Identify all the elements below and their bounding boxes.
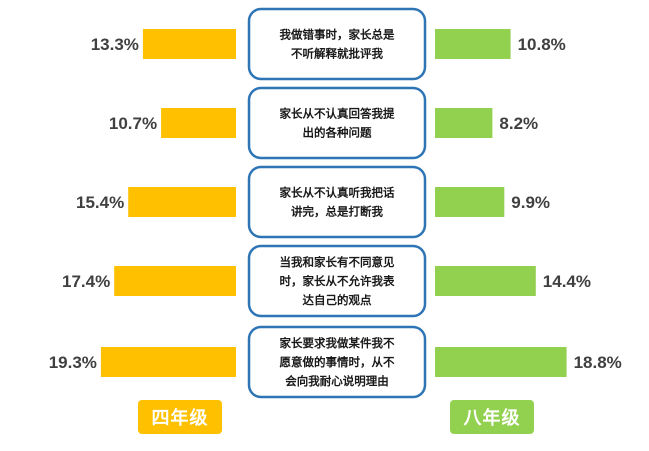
category-label-2-line-1: 家长从不认真回答我提 — [280, 107, 395, 121]
bar-grade8-1 — [435, 29, 511, 59]
category-label-4-line-3: 达自己的观点 — [303, 293, 372, 307]
category-box-4 — [247, 244, 427, 318]
bar-grade8-5 — [435, 347, 567, 377]
value-label-grade8-4: 14.4% — [543, 272, 591, 291]
legend-grade-4: 四年级 — [138, 400, 222, 434]
category-label-1-line-2: 不听解释就批评我 — [291, 47, 383, 61]
value-label-grade4-1: 13.3% — [91, 35, 139, 54]
category-label-4-line-2: 时，家长从不允许我表 — [280, 274, 395, 288]
category-label-3-line-2: 讲完，总是打断我 — [291, 205, 383, 219]
value-label-grade4-2: 10.7% — [109, 114, 157, 133]
value-label-grade4-5: 19.3% — [49, 353, 97, 372]
value-label-grade8-2: 8.2% — [499, 114, 538, 133]
bar-grade4-4 — [114, 266, 236, 296]
value-label-grade8-1: 10.8% — [518, 35, 566, 54]
legend-grade-8: 八年级 — [450, 400, 534, 434]
category-box-1 — [247, 7, 427, 81]
category-label-5-line-3: 会向我耐心说明理由 — [284, 374, 389, 388]
bar-grade8-3 — [435, 187, 505, 217]
bar-grade4-5 — [100, 347, 237, 377]
category-box-5 — [247, 325, 427, 399]
value-label-grade8-5: 18.8% — [574, 353, 622, 372]
category-label-5-line-1: 家长要求我做某件我不 — [280, 336, 395, 350]
bar-grade4-1 — [142, 29, 236, 59]
category-label-2-line-2: 出的各种问题 — [303, 126, 372, 140]
category-box-3 — [247, 165, 427, 239]
value-label-grade8-3: 9.9% — [511, 193, 550, 212]
value-label-grade4-4: 17.4% — [62, 272, 110, 291]
category-label-4-line-1: 当我和家长有不同意见 — [280, 255, 395, 269]
bar-grade8-2 — [435, 108, 493, 138]
bar-grade8-4 — [435, 266, 536, 296]
bar-grade4-2 — [161, 108, 236, 138]
bar-grade4-3 — [128, 187, 236, 217]
category-label-5-line-2: 愿意做的事情时，从不 — [280, 355, 395, 369]
value-label-grade4-3: 15.4% — [76, 193, 124, 212]
category-label-1-line-1: 我做错事时，家长总是 — [280, 28, 395, 42]
category-box-2 — [247, 86, 427, 160]
category-label-3-line-1: 家长从不认真听我把话 — [280, 186, 395, 200]
